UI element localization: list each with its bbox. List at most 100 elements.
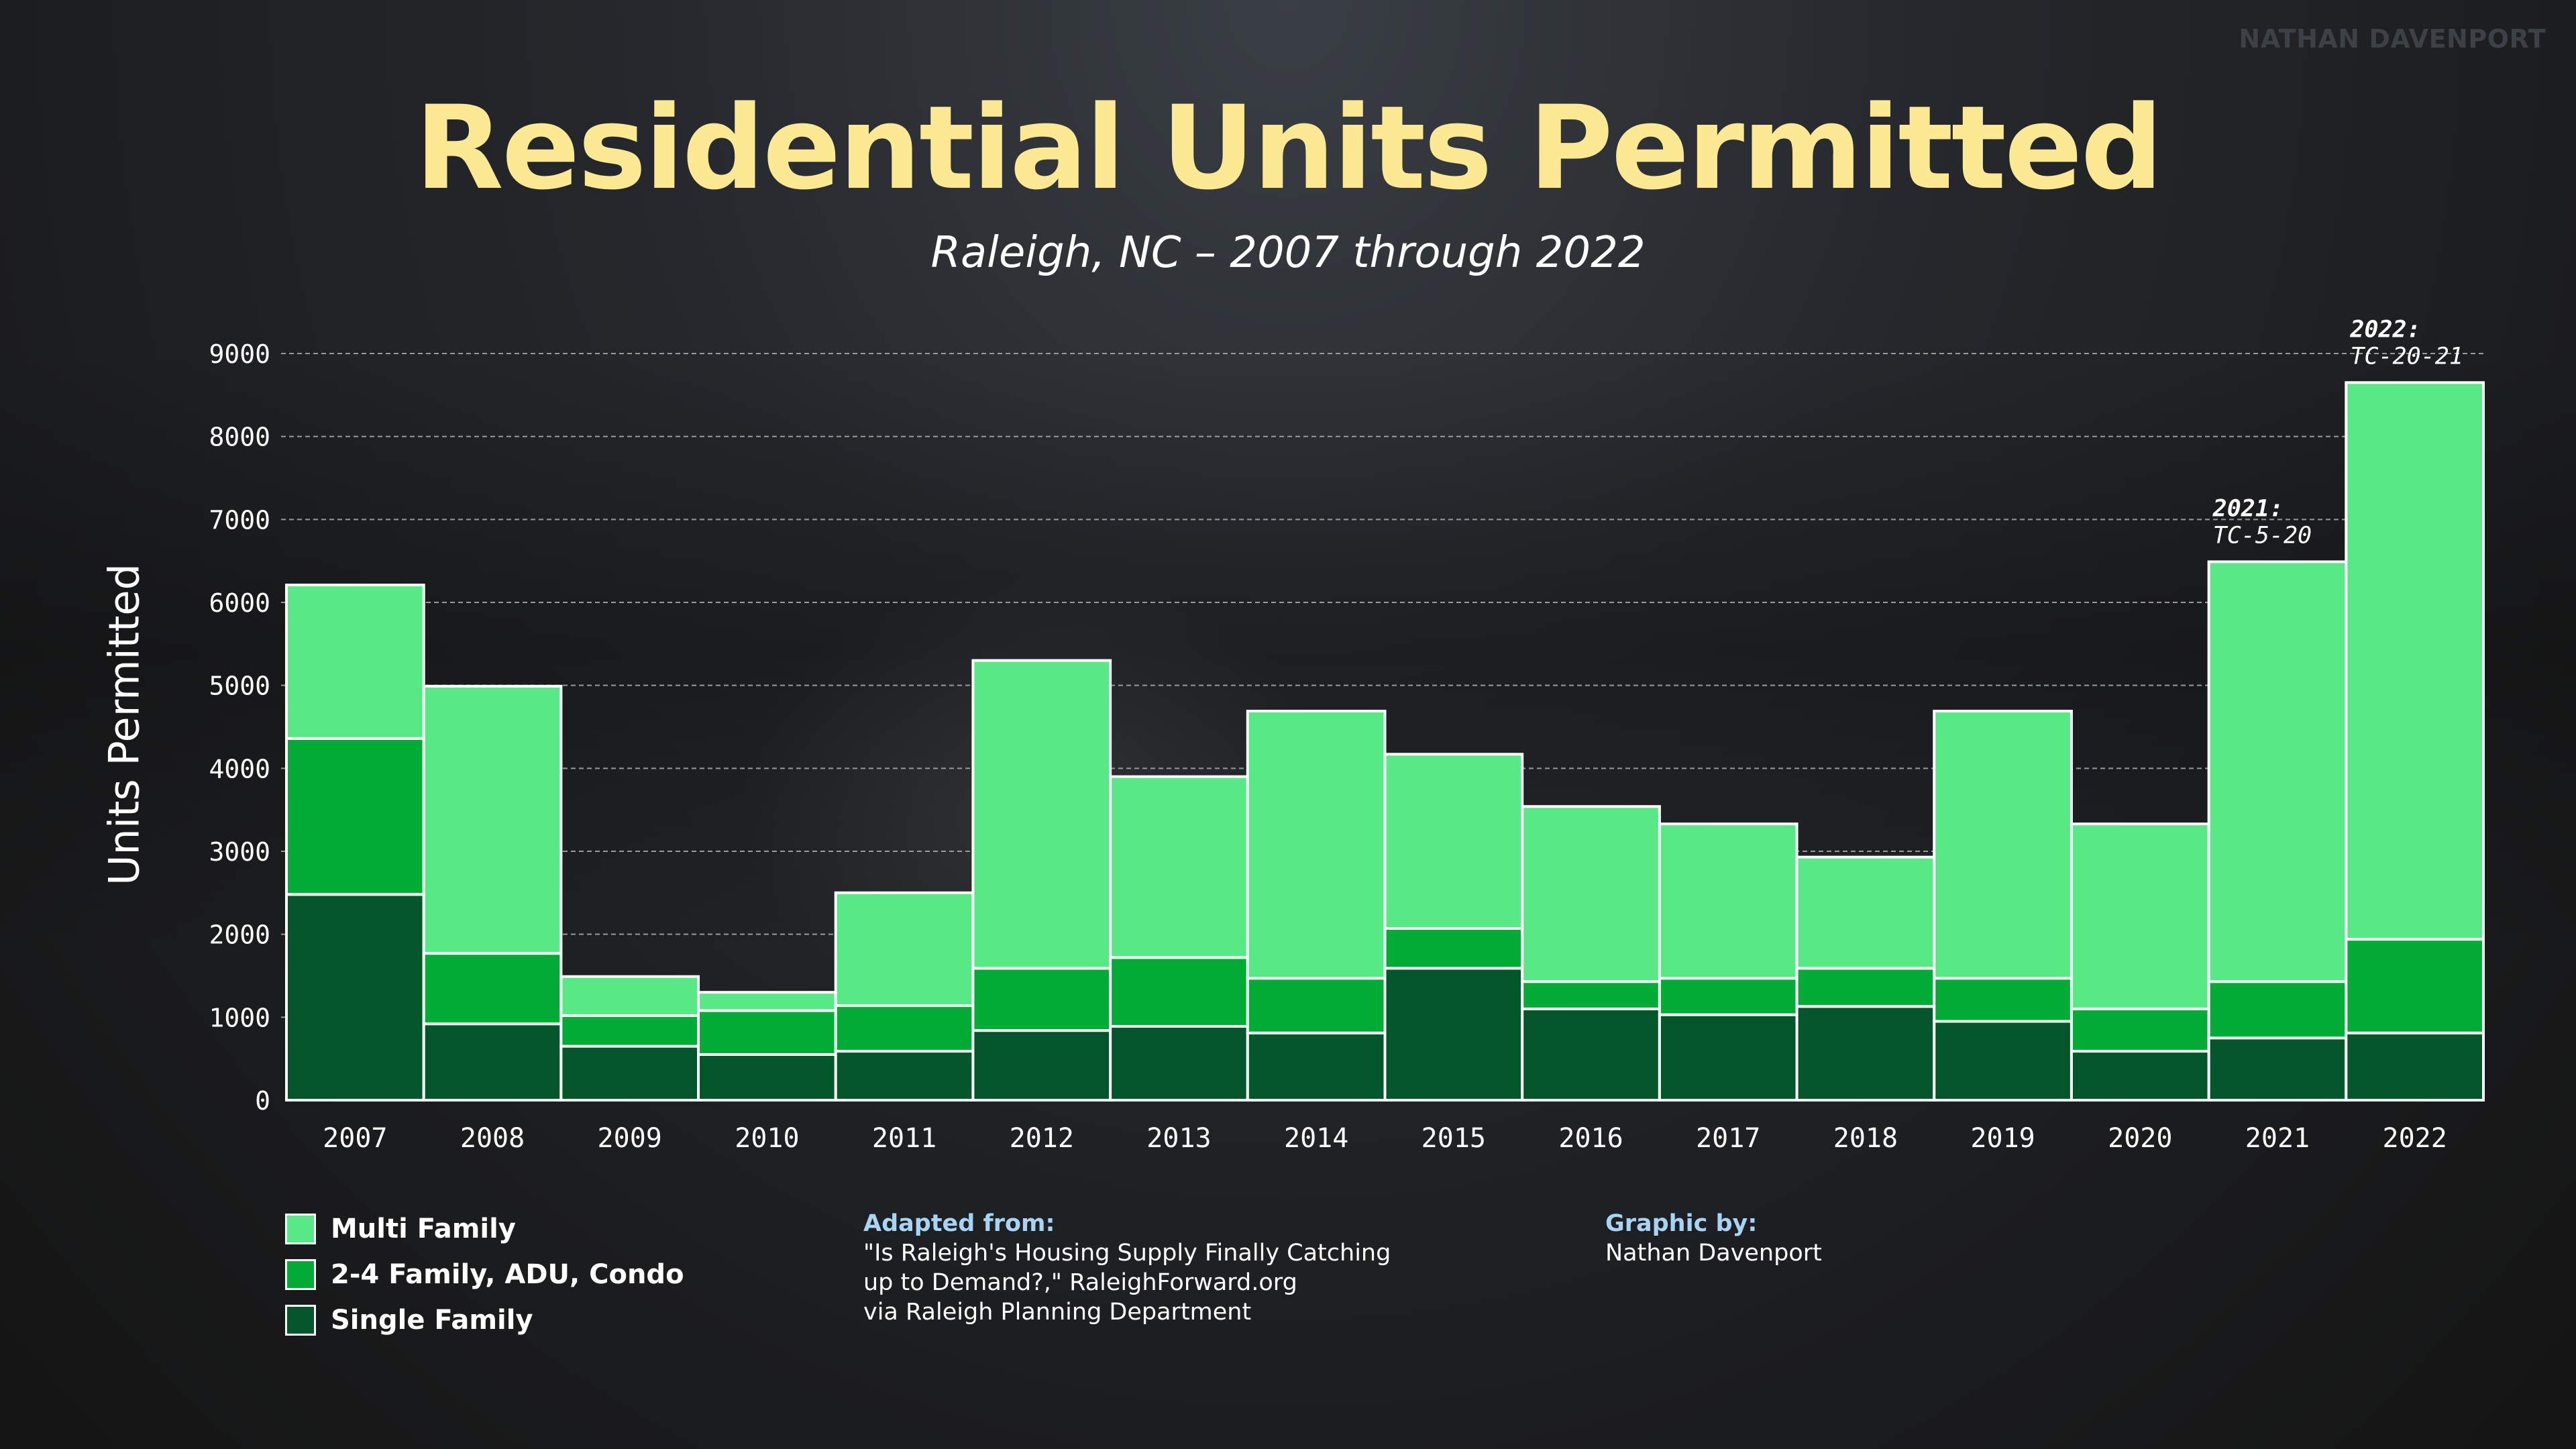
bar-segment — [2345, 381, 2485, 941]
source-credit: Adapted from: "Is Raleigh's Housing Supp… — [863, 1209, 1391, 1327]
bar-segment — [422, 952, 563, 1026]
bar-segment — [697, 991, 837, 1012]
bar-segment — [1246, 1031, 1387, 1102]
bar-segment — [1658, 822, 1799, 980]
x-tick-label: 2011 — [872, 1123, 936, 1154]
bar-segment — [971, 1029, 1112, 1102]
bar-segment — [1795, 1005, 1936, 1102]
bar-segment — [559, 975, 700, 1017]
x-tick-label: 2018 — [1833, 1123, 1898, 1154]
bar-segment — [971, 659, 1112, 970]
bar-segment — [1658, 977, 1799, 1016]
bar-segment — [1246, 977, 1387, 1034]
x-tick-label: 2010 — [735, 1123, 799, 1154]
bar-segment — [2207, 560, 2348, 983]
bar-segment — [1658, 1013, 1799, 1102]
y-tick-label: 9000 — [209, 339, 270, 369]
graphic-credit-heading: Graphic by: — [1605, 1210, 1758, 1237]
bar-segment — [697, 1053, 837, 1102]
legend-swatch-two-four-family — [285, 1259, 316, 1290]
chart-subtitle: Raleigh, NC – 2007 through 2022 — [930, 228, 1646, 278]
y-tick-label: 5000 — [209, 672, 270, 701]
source-credit-line: up to Demand?," RaleighForward.org — [863, 1269, 1297, 1296]
y-tick-label: 1000 — [209, 1003, 270, 1032]
annotation-year: 2022: — [2349, 316, 2420, 343]
bar-segment — [1795, 967, 1936, 1008]
bar-segment — [1933, 977, 2073, 1023]
legend-swatch-multi-family — [285, 1214, 316, 1244]
bar-segment — [559, 1044, 700, 1102]
bar-segment — [2070, 1050, 2210, 1102]
y-tick-label: 6000 — [209, 588, 270, 618]
watermark: NATHAN DAVENPORT — [2239, 24, 2546, 54]
bar-segment — [1383, 927, 1524, 970]
bar-segment — [1933, 1020, 2073, 1102]
bar-segment — [285, 584, 425, 740]
bar-segment — [1521, 1007, 1661, 1102]
x-tick-label: 2015 — [1421, 1123, 1486, 1154]
legend-label: 2-4 Family, ADU, Condo — [331, 1259, 684, 1290]
annotation-text: TC-5-20 — [2213, 522, 2312, 549]
bar-segment — [422, 1022, 563, 1102]
y-tick-label: 0 — [255, 1086, 270, 1116]
bar-segment — [1383, 967, 1524, 1102]
bar-segment — [1109, 1024, 1249, 1102]
x-tick-label: 2013 — [1146, 1123, 1211, 1154]
y-tick-label: 2000 — [209, 920, 270, 950]
bar-segment — [971, 967, 1112, 1032]
source-credit-heading: Adapted from: — [863, 1210, 1055, 1237]
annotation-year: 2021: — [2212, 495, 2284, 522]
bar-segment — [1383, 753, 1524, 930]
graphic-credit-name: Nathan Davenport — [1605, 1240, 1822, 1267]
bar-segment — [2345, 938, 2485, 1034]
bar-segment — [1109, 775, 1249, 959]
bar-segment — [1109, 956, 1249, 1028]
y-tick-label: 4000 — [209, 754, 270, 784]
y-tick-label: 8000 — [209, 423, 270, 452]
bar-segment — [559, 1014, 700, 1048]
source-credit-line: "Is Raleigh's Housing Supply Finally Cat… — [863, 1240, 1391, 1267]
bar-segment — [834, 891, 975, 1008]
legend-label: Multi Family — [331, 1214, 516, 1244]
bar-segment — [2345, 1031, 2485, 1102]
legend-item-two-four-family: 2-4 Family, ADU, Condo — [285, 1252, 684, 1297]
bar-segment — [1521, 805, 1661, 983]
x-tick-label: 2007 — [323, 1123, 387, 1154]
bar-segment — [422, 684, 563, 955]
bar-segment — [2207, 1036, 2348, 1102]
x-tick-label: 2020 — [2108, 1123, 2172, 1154]
legend-item-single-family: Single Family — [285, 1297, 684, 1343]
x-tick-label: 2008 — [460, 1123, 525, 1154]
bar-segment — [1933, 710, 2073, 980]
bar-segment — [2070, 822, 2210, 1010]
chart-title: Residential Units Permitted — [415, 80, 2163, 215]
bar-segment — [834, 1050, 975, 1102]
x-tick-label: 2012 — [1010, 1123, 1074, 1154]
x-tick-label: 2019 — [1970, 1123, 2035, 1154]
bar-segment — [2207, 980, 2348, 1040]
x-tick-label: 2017 — [1696, 1123, 1760, 1154]
legend: Multi Family 2-4 Family, ADU, Condo Sing… — [285, 1206, 684, 1343]
bar-segment — [2070, 1007, 2210, 1053]
bar-segment — [1795, 855, 1936, 970]
legend-label: Single Family — [331, 1305, 533, 1336]
annotation-text: TC-20-21 — [2350, 343, 2463, 370]
x-tick-label: 2021 — [2245, 1123, 2310, 1154]
legend-item-multi-family: Multi Family — [285, 1206, 684, 1252]
bar-segment — [285, 893, 425, 1102]
x-tick-label: 2022 — [2382, 1123, 2447, 1154]
bar-segment — [285, 737, 425, 896]
graphic-credit: Graphic by: Nathan Davenport — [1605, 1209, 1822, 1268]
y-tick-label: 3000 — [209, 837, 270, 867]
y-tick-label: 7000 — [209, 505, 270, 535]
bar-segment — [834, 1004, 975, 1053]
x-tick-label: 2014 — [1284, 1123, 1348, 1154]
legend-swatch-single-family — [285, 1305, 316, 1336]
source-credit-line: via Raleigh Planning Department — [863, 1299, 1252, 1326]
x-tick-label: 2009 — [598, 1123, 662, 1154]
bar-segment — [697, 1009, 837, 1056]
x-tick-label: 2016 — [1558, 1123, 1623, 1154]
bar-segment — [1521, 980, 1661, 1010]
bar-segment — [1246, 710, 1387, 980]
